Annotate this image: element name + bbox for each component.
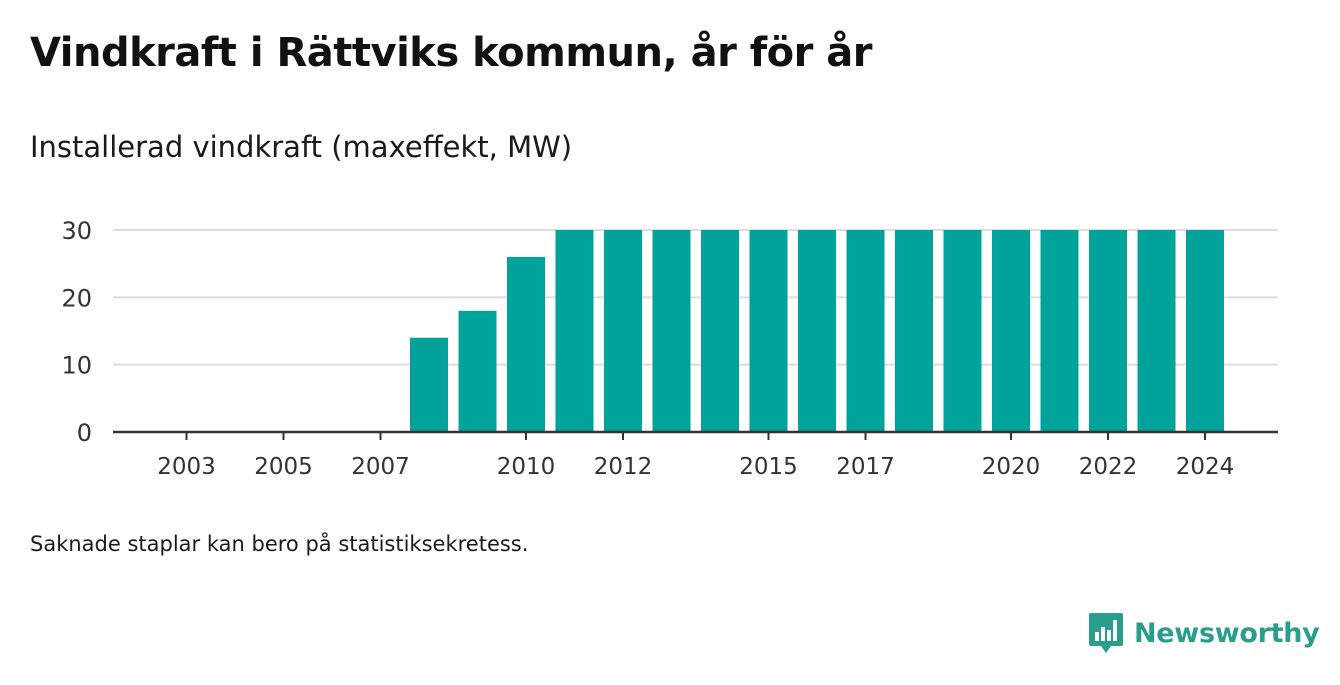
bar xyxy=(507,256,545,432)
x-tick-label: 2005 xyxy=(254,454,313,480)
bar xyxy=(1089,230,1127,432)
bar xyxy=(1040,230,1079,432)
x-tick-label: 2015 xyxy=(739,454,798,480)
x-tick-label: 2010 xyxy=(497,454,556,480)
bar xyxy=(410,337,448,432)
y-tick-label: 0 xyxy=(77,419,92,447)
bar xyxy=(943,230,982,432)
y-tick-label: 10 xyxy=(61,352,92,380)
bar-chart: 0 10 20 30 2003 2005 2007 2010 2012 2015 2017 2020 2… xyxy=(61,217,1278,480)
brand-name: Newsworthy xyxy=(1134,617,1320,649)
x-tick-label: 2017 xyxy=(836,454,895,480)
x-tick-label: 2007 xyxy=(351,454,410,480)
bar xyxy=(652,230,691,432)
bar xyxy=(798,230,836,432)
bar xyxy=(701,230,739,432)
brand-logo: Newsworthy xyxy=(1088,610,1320,656)
x-tick-label: 2022 xyxy=(1079,454,1138,480)
y-tick-label: 30 xyxy=(61,217,92,245)
footnote: Saknade staplar kan bero på statistiksek… xyxy=(30,532,529,556)
bar xyxy=(1137,230,1176,432)
bar xyxy=(895,230,933,432)
x-tick-label: 2003 xyxy=(157,454,216,480)
x-tick-label: 2020 xyxy=(982,454,1041,480)
newsworthy-logo-icon xyxy=(1089,613,1123,653)
bar xyxy=(458,310,497,432)
chart-title: Vindkraft i Rättviks kommun, år för år xyxy=(30,30,872,76)
chart-subtitle: Installerad vindkraft (maxeffekt, MW) xyxy=(30,130,573,164)
bar xyxy=(555,230,594,432)
bar xyxy=(846,230,885,432)
bar xyxy=(992,230,1030,432)
bar xyxy=(1186,230,1224,432)
bar xyxy=(749,230,788,432)
x-tick-label: 2024 xyxy=(1176,454,1235,480)
y-tick-label: 20 xyxy=(61,284,92,312)
x-tick-label: 2012 xyxy=(594,454,653,480)
bar xyxy=(604,230,642,432)
